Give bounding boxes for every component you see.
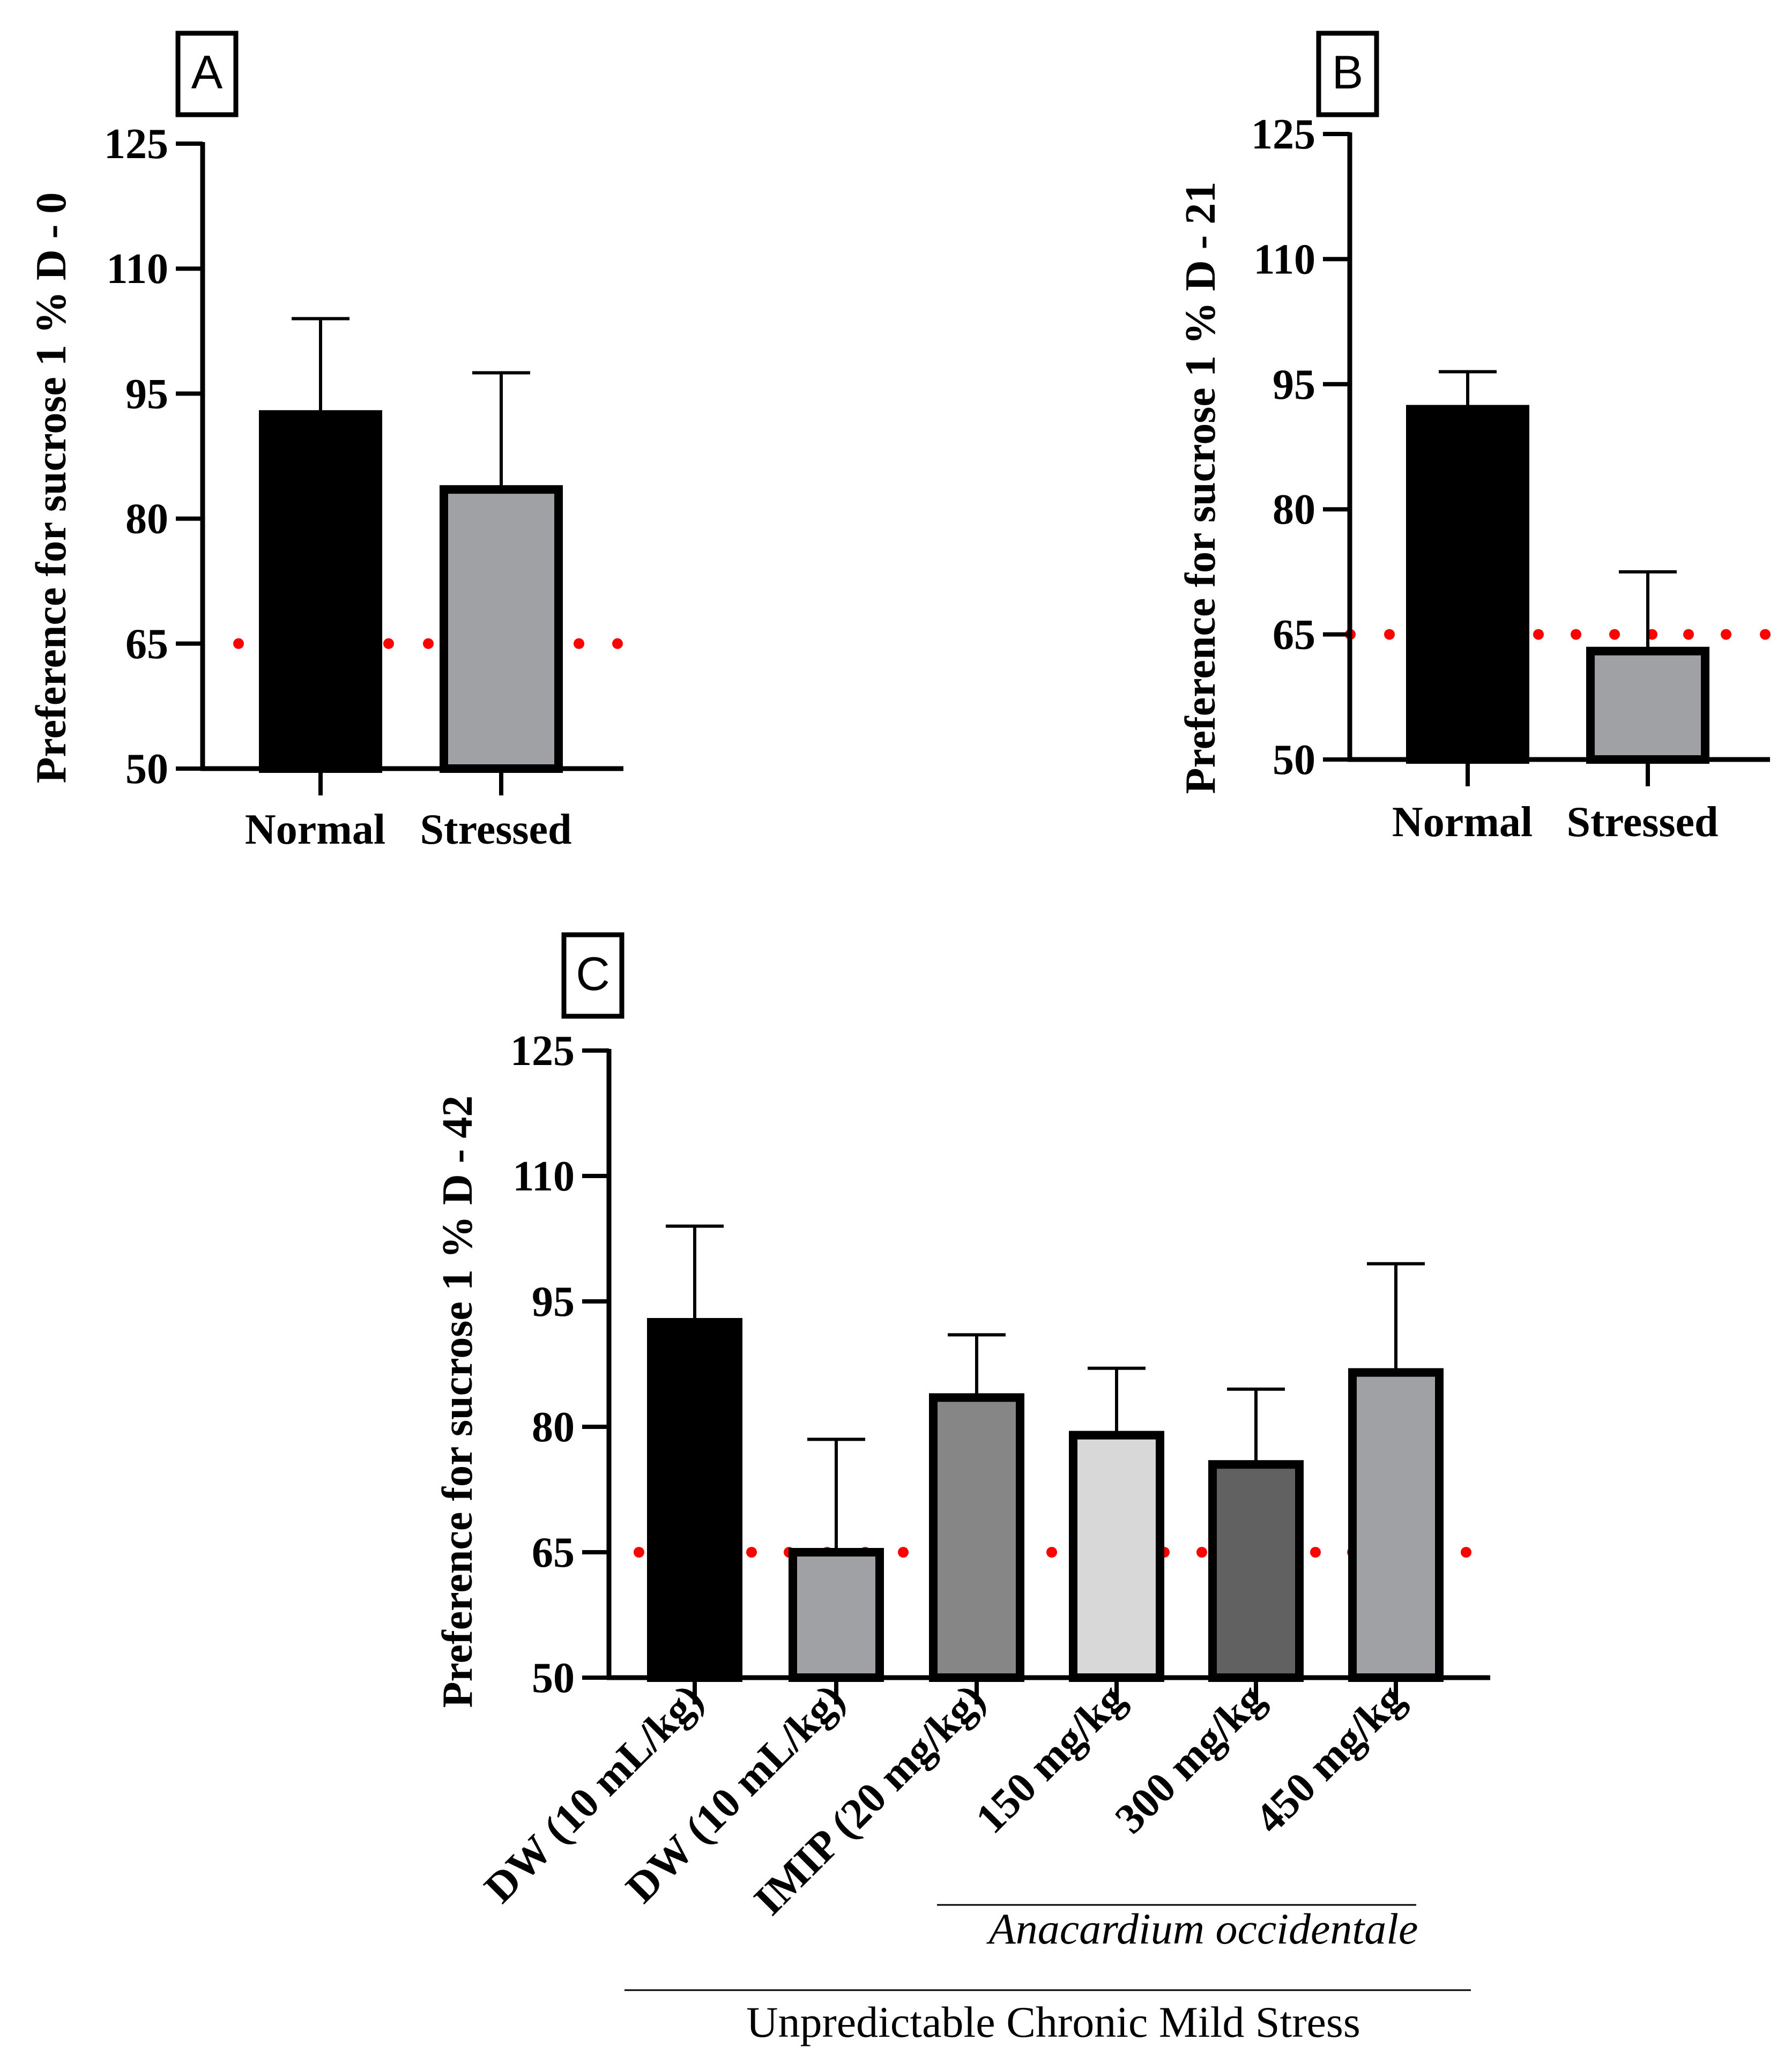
panel-b-label: B [1332, 46, 1364, 99]
panel-c-y-tick-label: 110 [512, 1153, 575, 1200]
panel-b: B Preference for sucrose 1 % D - 21 50 65… [1177, 31, 1771, 846]
panel-c-x-tick-label: 150 mg/kg [967, 1676, 1134, 1843]
panel-b-y-tick-label: 125 [1251, 111, 1315, 158]
panel-a-reference-dot [233, 638, 244, 649]
panel-c-y-axis-label: Preference for sucrose 1 % D - 42 [434, 1096, 481, 1708]
panel-c-y-tick-label: 50 [532, 1655, 575, 1702]
panel-b-y-axis-label: Preference for sucrose 1 % D - 21 [1177, 182, 1224, 794]
panel-c-bar [647, 1318, 742, 1682]
panel-c-bar [929, 1393, 1024, 1682]
plant-group-label: Anacardium occidentale [986, 1904, 1418, 1953]
panel-c-bar [789, 1548, 884, 1682]
panel-a-y-axis-label: Preference for sucrose 1 % D - 0 [28, 192, 75, 784]
panel-b-reference-dot [1721, 629, 1731, 640]
panel-b-y-tick-label: 95 [1273, 361, 1315, 408]
panel-b-y-tick-label: 80 [1273, 486, 1315, 533]
panel-a-x-tick-label: Normal [245, 806, 385, 853]
panel-a-reference-dot [612, 638, 623, 649]
panel-a-plot: 50 65 80 95 110 125 Normal Stressed [104, 121, 623, 853]
panel-c-y-tick-label: 95 [532, 1278, 575, 1326]
panel-b-y-tick-label: 65 [1273, 612, 1315, 659]
panel-a-y-tick-label: 80 [125, 496, 168, 543]
panel-c-bar [1208, 1460, 1304, 1682]
panel-a-bar [259, 410, 382, 773]
panel-b-plot: 50 65 80 95 110 125 Normal Stressed [1251, 111, 1771, 846]
stress-group-label: Unpredictable Chronic Mild Stress [746, 1998, 1360, 2046]
panel-a-y-tick-label: 65 [125, 621, 168, 668]
panel-c-y-tick-label: 125 [510, 1027, 575, 1075]
panel-c: C Preference for sucrose 1 % D - 42 50 65… [434, 932, 1490, 2046]
panel-c-x-tick-label: 450 mg/kg [1246, 1676, 1414, 1843]
panel-a-y-tick-label: 95 [125, 370, 168, 418]
panel-a: A Preference for sucrose 1 % D - 0 50 65 8… [28, 31, 623, 853]
panel-a-x-tick-label: Stressed [420, 806, 572, 853]
panel-c-reference-dot [1046, 1547, 1057, 1558]
panel-b-reference-dot [1571, 629, 1581, 640]
panel-b-x-tick-label: Stressed [1567, 799, 1719, 846]
panel-c-reference-dot [1461, 1547, 1471, 1558]
panel-b-bar [1586, 646, 1709, 764]
panel-c-reference-dot [898, 1547, 909, 1558]
panel-a-reference-dot [574, 638, 584, 649]
panel-c-bar [1348, 1368, 1444, 1682]
panel-c-label: C [576, 947, 610, 1000]
panel-a-y-tick-label: 125 [104, 121, 168, 168]
panel-b-reference-dot [1609, 629, 1620, 640]
panel-b-x-tick-label: Normal [1392, 799, 1533, 846]
panel-a-y-tick-label: 110 [106, 245, 168, 293]
panel-a-y-tick-label: 50 [125, 746, 168, 793]
panel-c-reference-dot [1196, 1547, 1207, 1558]
panel-c-y-tick-label: 65 [532, 1529, 575, 1576]
panel-c-bar [1069, 1431, 1164, 1682]
panel-c-reference-dot [634, 1547, 644, 1558]
panel-c-y-tick-label: 80 [532, 1404, 575, 1451]
panel-a-reference-dot [423, 638, 434, 649]
panel-b-reference-dot [1384, 629, 1395, 640]
panel-b-bar [1406, 405, 1529, 764]
panel-c-label-box [561, 932, 624, 1019]
panel-c-reference-dot [1310, 1547, 1321, 1558]
panel-a-bar [440, 485, 563, 773]
panel-c-reference-dot [746, 1547, 757, 1558]
panel-a-label-box [175, 31, 239, 117]
panel-b-y-tick-label: 50 [1273, 736, 1315, 784]
panel-b-y-tick-label: 110 [1253, 236, 1315, 283]
panel-a-label: A [191, 46, 223, 99]
panel-b-reference-dot [1533, 629, 1544, 640]
panel-b-reference-dot [1683, 629, 1694, 640]
panel-b-reference-dot [1760, 629, 1771, 640]
panel-b-label-box [1316, 31, 1379, 117]
panel-a-reference-dot [383, 638, 394, 649]
panel-c-x-tick-label: 300 mg/kg [1106, 1676, 1274, 1843]
